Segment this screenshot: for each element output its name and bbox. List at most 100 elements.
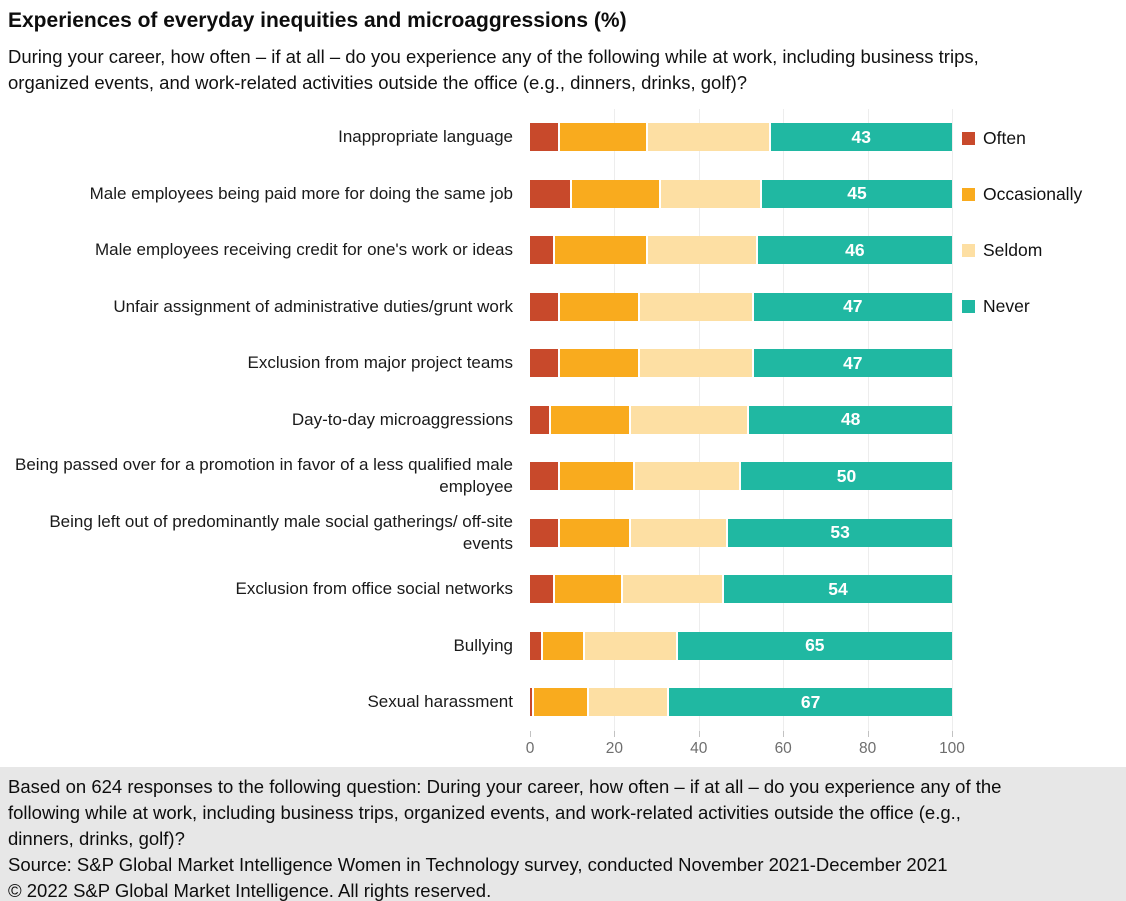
bar-track: 50 [530,462,952,491]
axis-tick-label: 0 [525,739,535,757]
category-label: Exclusion from major project teams [247,353,513,373]
bar-segment-often [530,575,556,604]
axis-tick-label: 20 [605,739,624,757]
never-value-label: 65 [805,635,825,656]
source-text: Source: S&P Global Market Intelligence W… [8,854,948,875]
stacked-bar-chart: Inappropriate language 43 Male employees b… [0,109,1126,764]
chart-row: Unfair assignment of administrative duti… [0,279,1126,336]
axis-tick-label: 100 [939,739,965,757]
category-label: Inappropriate language [338,127,513,147]
category-label: Day-to-day microaggressions [291,409,513,429]
chart-row: Being left out of predominantly male soc… [0,505,1126,562]
chart-row: Being passed over for a promotion in fav… [0,448,1126,505]
bar-segment-occasionally [559,292,640,321]
chart-header: Experiences of everyday inequities and m… [0,0,1126,96]
legend-swatch-icon [962,300,975,313]
never-value-label: 50 [836,465,857,486]
bar-segment-often [530,179,573,208]
legend-swatch-icon [962,244,975,257]
legend-swatch-icon [962,132,975,145]
bar-segment-never: 54 [724,575,952,604]
bar-segment-never: 48 [749,405,952,434]
category-label: Being passed over for a promotion in fav… [15,455,513,497]
bar-segment-occasionally [572,179,661,208]
never-value-label: 54 [828,578,848,599]
bar-segment-never: 65 [677,631,952,660]
bar-segment-seldom [639,349,754,378]
never-value-label: 47 [843,352,863,373]
bar-segment-occasionally [555,236,649,265]
bar-segment-seldom [589,688,670,717]
axis-tick-label: 80 [858,739,877,757]
bar-segment-never: 45 [762,179,952,208]
bar-track: 53 [530,518,952,547]
bar-segment-never: 67 [669,688,952,717]
bar-segment-seldom [622,575,725,604]
bar-segment-never: 47 [753,292,952,321]
bar-segment-occasionally [555,575,623,604]
bar-track: 65 [530,631,952,660]
legend-item-occasionally: Occasionally [962,184,1082,205]
never-value-label: 67 [800,691,821,712]
legend-label: Never [983,296,1030,316]
legend-label: Occasionally [983,184,1083,204]
bar-segment-occasionally [542,631,585,660]
legend: Often Occasionally Seldom Never [962,128,1082,317]
page-title: Experiences of everyday inequities and m… [8,9,627,32]
footnote-text: Based on 624 responses to the following … [8,776,1002,849]
page-subtitle: During your career, how often – if at al… [8,46,979,93]
bar-segment-seldom [660,179,763,208]
bar-segment-occasionally [559,518,632,547]
bar-track: 47 [530,349,952,378]
never-value-label: 45 [847,183,867,204]
copyright-text: © 2022 S&P Global Market Intelligence. A… [8,880,492,901]
bar-segment-occasionally [551,405,632,434]
bar-segment-never: 47 [753,349,952,378]
bar-segment-often [530,405,552,434]
chart-row: Male employees being paid more for doing… [0,166,1126,223]
bar-segment-seldom [631,518,729,547]
legend-label: Seldom [983,240,1043,260]
chart-row: Male employees receiving credit for one'… [0,222,1126,279]
bar-segment-never: 53 [728,518,952,547]
category-label: Being left out of predominantly male soc… [49,511,513,553]
category-label: Male employees receiving credit for one'… [94,240,513,260]
chart-row: Day-to-day microaggressions 48 [0,392,1126,449]
legend-label: Often [983,128,1026,148]
bar-track: 54 [530,575,952,604]
bar-segment-often [530,518,560,547]
category-label: Male employees being paid more for doing… [89,183,513,203]
bar-segment-occasionally [559,462,636,491]
category-label: Bullying [453,635,513,655]
axis-tick-label: 60 [774,739,792,757]
bar-segment-seldom [635,462,741,491]
bar-track: 45 [530,179,952,208]
bar-track: 43 [530,123,952,152]
bar-track: 47 [530,292,952,321]
bar-segment-seldom [648,123,771,152]
category-label: Exclusion from office social networks [235,579,513,599]
bar-segment-often [530,123,560,152]
footnote-panel: Based on 624 responses to the following … [0,767,1126,901]
bar-segment-often [530,462,560,491]
legend-item-often: Often [962,128,1082,149]
bar-track: 46 [530,236,952,265]
bar-segment-often [530,236,556,265]
axis-tickmark [952,731,953,737]
bar-track: 67 [530,688,952,717]
legend-swatch-icon [962,188,975,201]
never-value-label: 48 [840,409,861,430]
bar-segment-occasionally [534,688,590,717]
bar-segment-never: 46 [757,236,952,265]
legend-item-never: Never [962,296,1082,317]
bar-segment-often [530,349,560,378]
bar-segment-often [530,631,543,660]
bar-segment-often [530,292,560,321]
never-value-label: 53 [830,522,850,543]
bar-segment-occasionally [559,123,649,152]
axis-tick-label: 40 [690,739,708,757]
chart-row: Inappropriate language 43 [0,109,1126,166]
x-axis: 0 20 40 60 80 100 [526,731,965,763]
chart-row: Bullying 65 [0,618,1126,675]
